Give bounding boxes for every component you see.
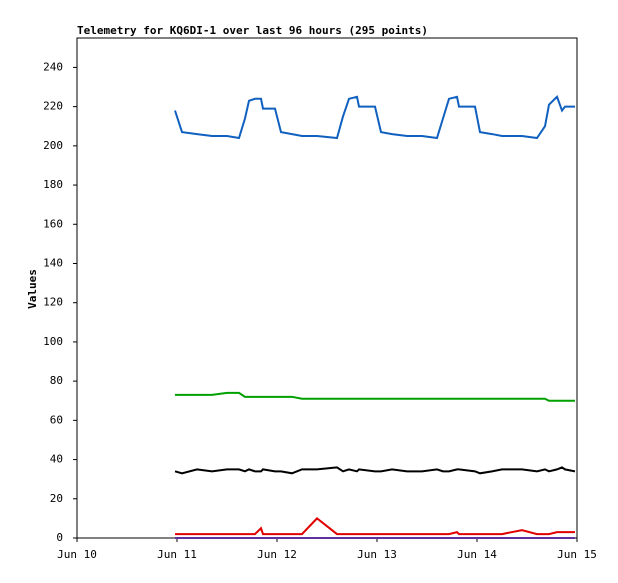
- y-tick-label: 0: [56, 531, 63, 544]
- x-tick-label: Jun 12: [257, 548, 297, 561]
- y-tick-label: 40: [50, 453, 63, 466]
- x-tick-label: Jun 11: [157, 548, 197, 561]
- x-tick-label: Jun 13: [357, 548, 397, 561]
- y-tick-label: 240: [43, 60, 63, 73]
- series-line: [175, 391, 575, 402]
- y-tick-label: 160: [43, 217, 63, 230]
- y-tick-label: 120: [43, 296, 63, 309]
- y-tick-label: 100: [43, 335, 63, 348]
- series-line: [174, 466, 576, 475]
- chart-title: Telemetry for KQ6DI-1 over last 96 hours…: [77, 24, 428, 37]
- y-tick-label: 80: [50, 374, 63, 387]
- y-axis-label: Values: [26, 269, 39, 309]
- y-tick-label: 20: [50, 492, 63, 505]
- plot-frame: [76, 37, 578, 539]
- y-tick-label: 60: [50, 413, 63, 426]
- x-tick-label: Jun 14: [457, 548, 497, 561]
- y-tick-label: 180: [43, 178, 63, 191]
- x-tick-label: Jun 15: [557, 548, 597, 561]
- y-tick-label: 200: [43, 139, 63, 152]
- y-tick-label: 220: [43, 100, 63, 113]
- series-line: [175, 517, 575, 536]
- x-tick-label: Jun 10: [57, 548, 97, 561]
- series-line: [174, 95, 575, 140]
- y-tick-label: 140: [43, 256, 63, 269]
